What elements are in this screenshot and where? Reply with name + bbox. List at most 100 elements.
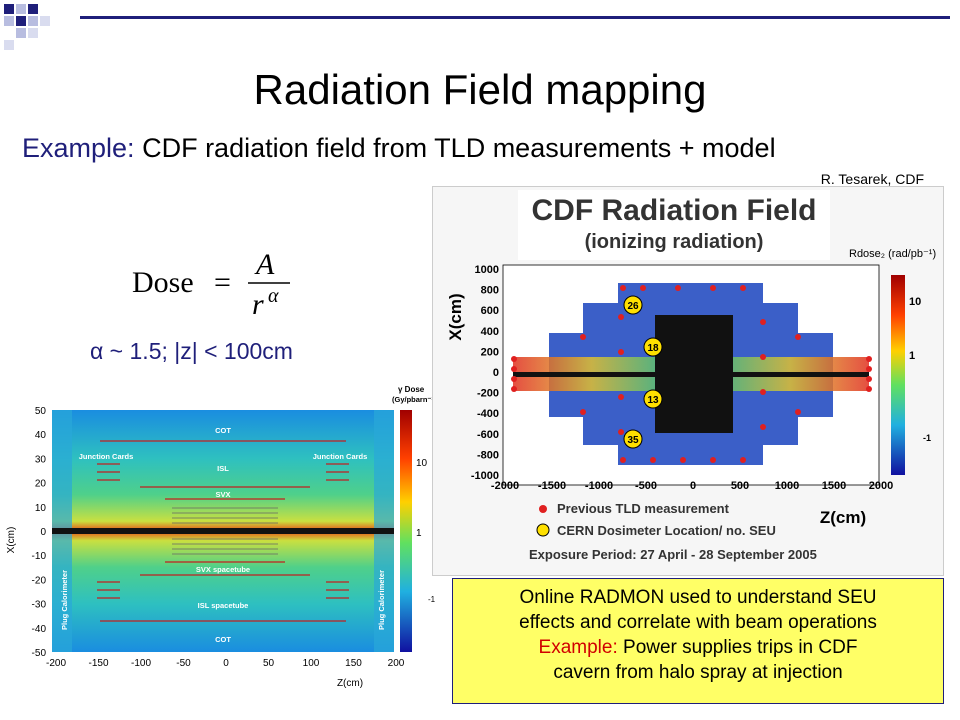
- right-cbar-tick-1: 1: [909, 350, 915, 362]
- label-cot-top: COT: [215, 426, 231, 435]
- right-dose-map: 26 18 13 35 Rdose₂ (rad/pb⁻¹) 10 1 -1 10…: [432, 186, 944, 576]
- left-y-label: X(cm): [6, 527, 17, 554]
- label-cot-bottom: COT: [215, 635, 231, 644]
- right-y-tick: -200: [477, 388, 499, 400]
- dose-formula: Dose = A r α: [132, 248, 290, 321]
- label-plug-left: Plug Calorimeter: [60, 570, 69, 630]
- tld-points: [511, 285, 872, 463]
- left-x-tick: -150: [88, 658, 108, 669]
- legend-cern-dosimeter: CERN Dosimeter Location/ no. SEU: [557, 523, 776, 538]
- formula-den-base: r: [252, 288, 264, 321]
- left-cbar-tick-m1: -1: [428, 595, 436, 604]
- beam-line: [52, 528, 394, 534]
- right-cbar-tick-10: 10: [909, 296, 921, 308]
- left-colorbar-title: γ Dose: [398, 385, 425, 394]
- seu-35: 35: [627, 435, 639, 446]
- right-x-tick: 500: [731, 480, 749, 492]
- right-y-label: X(cm): [446, 293, 465, 340]
- right-y-tick: -1000: [471, 470, 499, 482]
- seu-markers: 26 18 13 35: [623, 295, 663, 449]
- seu-18: 18: [647, 343, 659, 354]
- left-x-tick: -200: [46, 658, 66, 669]
- left-colorbar-units: (Gy/pbarn⁻¹): [392, 395, 437, 404]
- right-plot-title: CDF Radiation Field (ionizing radiation): [518, 190, 830, 260]
- right-x-label: Z(cm): [820, 508, 866, 527]
- left-colorbar: [400, 410, 412, 652]
- formula-numerator: A: [254, 248, 275, 281]
- exposure-period: Exposure Period: 27 April - 28 September…: [529, 547, 817, 562]
- note-box: Online RADMON used to understand SEU eff…: [452, 578, 944, 704]
- right-title-line2: (ionizing radiation): [584, 231, 764, 253]
- right-cbar-tick-m1: -1: [923, 433, 931, 443]
- label-isl-spacetube: ISL spacetube: [198, 601, 249, 610]
- right-y-tick: 0: [493, 367, 499, 379]
- note-line1: Online RADMON used to understand SEU: [519, 587, 877, 608]
- left-x-tick: 100: [303, 658, 320, 669]
- left-y-tick: -10: [32, 551, 47, 562]
- right-x-tick: 2000: [869, 480, 893, 492]
- right-y-tick: 1000: [475, 264, 499, 276]
- left-x-tick: -100: [131, 658, 151, 669]
- right-x-tick: -1000: [585, 480, 613, 492]
- left-x-tick: 150: [345, 658, 362, 669]
- right-y-tick: -800: [477, 449, 499, 461]
- credit-text: R. Tesarek, CDF: [820, 171, 924, 187]
- right-colorbar-label: Rdose₂ (rad/pb⁻¹): [849, 248, 936, 260]
- right-colorbar: [891, 275, 905, 475]
- right-y-tick: -600: [477, 429, 499, 441]
- left-cbar-tick-1: 1: [416, 528, 422, 539]
- right-title-line1: CDF Radiation Field: [531, 194, 817, 227]
- left-cbar-tick-10: 10: [416, 458, 428, 469]
- formula-equals: =: [214, 266, 231, 299]
- right-y-tick: -400: [477, 408, 499, 420]
- formula-lhs: Dose: [132, 266, 194, 299]
- right-y-tick: 800: [481, 285, 499, 297]
- collision-hall: [655, 315, 733, 433]
- note-line3: Example: Power supplies trips in CDF: [453, 635, 943, 660]
- slide-logo: [0, 0, 80, 60]
- left-x-tick: 50: [263, 658, 275, 669]
- slide-title: Radiation Field mapping: [253, 66, 707, 113]
- left-x-label: Z(cm): [337, 678, 363, 689]
- note-line4: cavern from halo spray at injection: [553, 662, 843, 683]
- slide-subtitle: Example: CDF radiation field from TLD me…: [22, 132, 776, 164]
- left-y-tick: -40: [32, 624, 47, 635]
- note-example-prefix: Example:: [538, 637, 618, 658]
- right-x-tick: -500: [635, 480, 657, 492]
- subtitle-text: CDF radiation field from TLD measurement…: [142, 133, 776, 163]
- label-svx: SVX: [215, 490, 230, 499]
- left-y-tick: 30: [35, 454, 47, 465]
- detector-structure: [97, 440, 349, 622]
- alpha-note: α ~ 1.5; |z| < 100cm: [90, 338, 293, 364]
- label-plug-right: Plug Calorimeter: [377, 570, 386, 630]
- left-x-tick: 200: [388, 658, 405, 669]
- right-y-tick: 600: [481, 305, 499, 317]
- left-y-tick: -50: [32, 648, 47, 659]
- legend-previous-tld: Previous TLD measurement: [557, 501, 730, 516]
- right-x-tick: -2000: [491, 480, 519, 492]
- left-y-tick: 40: [35, 430, 47, 441]
- svx-layers: [172, 507, 278, 555]
- legend-red-dot: [539, 505, 547, 513]
- note-line2: effects and correlate with beam operatio…: [519, 612, 877, 633]
- subtitle-prefix: Example:: [22, 133, 135, 163]
- right-x-tick: 1000: [775, 480, 799, 492]
- note-line3-rest: Power supplies trips in CDF: [617, 637, 858, 658]
- right-y-tick: 400: [481, 326, 499, 338]
- seu-26: 26: [627, 301, 639, 312]
- right-x-tick: -1500: [538, 480, 566, 492]
- left-x-tick: -50: [176, 658, 191, 669]
- seu-13: 13: [647, 395, 659, 406]
- label-junction-left: Junction Cards: [79, 452, 134, 461]
- right-x-tick: 1500: [822, 480, 846, 492]
- left-y-tick: -30: [32, 600, 47, 611]
- right-x-tick: 0: [690, 480, 696, 492]
- formula-den-exp: α: [268, 285, 279, 307]
- label-svx-spacetube: SVX spacetube: [196, 565, 250, 574]
- left-y-tick: 20: [35, 479, 47, 490]
- title-rule: [80, 16, 950, 19]
- left-y-tick: 50: [35, 406, 47, 417]
- label-junction-right: Junction Cards: [313, 452, 368, 461]
- legend-yellow-dot: [536, 523, 550, 537]
- left-y-tick: 0: [40, 527, 46, 538]
